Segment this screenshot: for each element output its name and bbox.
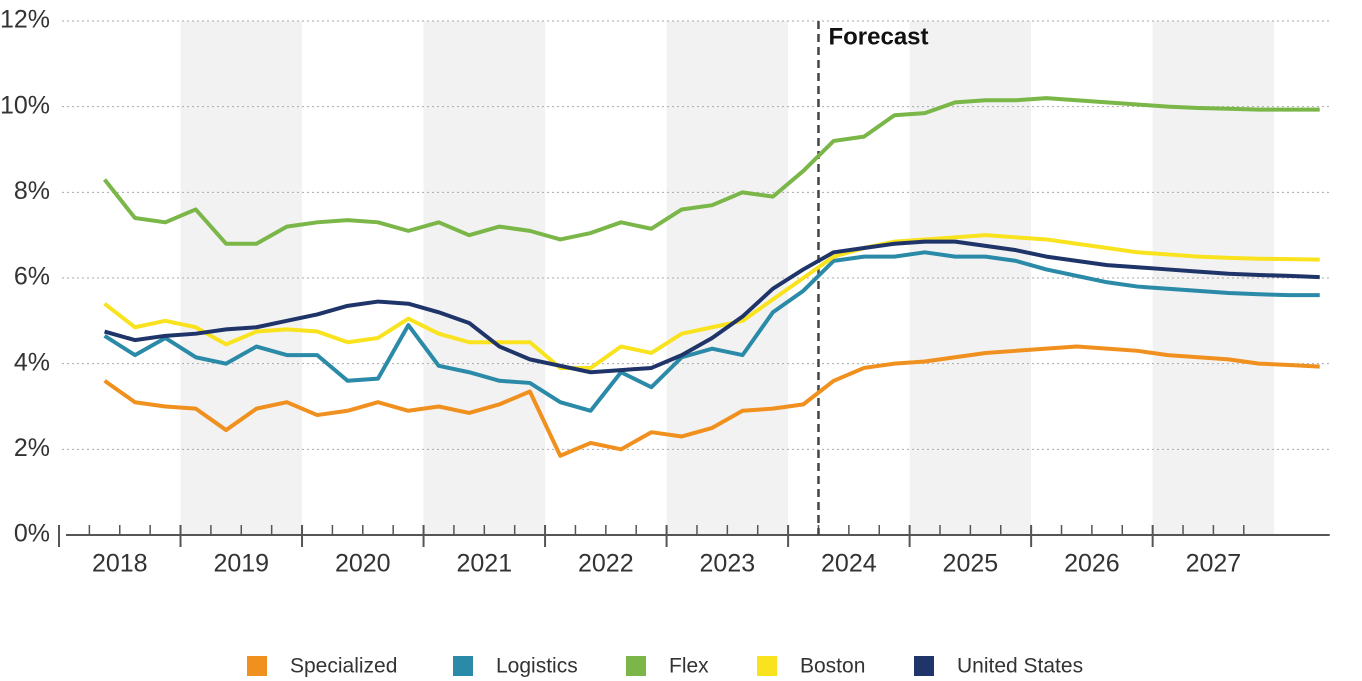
y-tick-label: 6% <box>14 263 50 291</box>
x-tick-label: 2019 <box>213 550 269 578</box>
y-tick-label: 2% <box>14 434 50 462</box>
x-tick-label: 2021 <box>456 550 512 578</box>
x-tick-label: 2024 <box>821 550 877 578</box>
year-band <box>423 21 546 535</box>
legend-label: Boston <box>800 655 865 678</box>
legend-swatch <box>453 656 473 676</box>
series-line <box>103 250 1320 413</box>
x-tick-label: 2022 <box>578 550 634 578</box>
year-band <box>909 21 1032 535</box>
legend-swatch <box>757 656 777 676</box>
x-tick-label: 2027 <box>1186 550 1242 578</box>
y-tick-label: 12% <box>0 6 50 34</box>
year-band <box>180 21 303 535</box>
legend-label: United States <box>957 655 1083 678</box>
y-tick-label: 4% <box>14 348 50 376</box>
legend-swatch <box>247 656 267 676</box>
x-tick-label: 2026 <box>1064 550 1120 578</box>
x-tick-label: 2025 <box>943 550 999 578</box>
forecast-label: Forecast <box>828 23 928 50</box>
series-line <box>104 239 1320 375</box>
series-line <box>103 233 1320 370</box>
legend-label: Specialized <box>290 655 397 678</box>
y-tick-label: 8% <box>14 177 50 205</box>
x-tick-label: 2020 <box>335 550 391 578</box>
x-tick-label: 2023 <box>700 550 756 578</box>
series-line <box>102 96 1320 246</box>
x-tick-label: 2018 <box>92 550 148 578</box>
legend-label: Flex <box>669 655 709 678</box>
y-tick-label: 10% <box>0 91 50 119</box>
legend-swatch <box>626 656 646 676</box>
legend-label: Logistics <box>496 655 578 678</box>
legend-swatch <box>914 656 934 676</box>
y-tick-label: 0% <box>14 520 50 548</box>
series-line <box>103 344 1320 458</box>
